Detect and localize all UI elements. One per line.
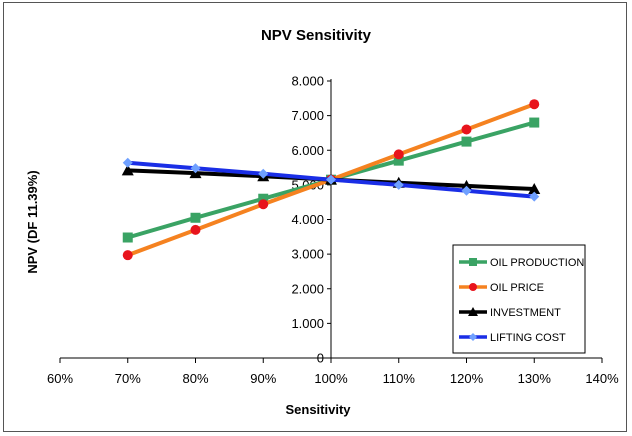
data-point-investment (460, 179, 473, 191)
x-tick-label: 100% (314, 371, 348, 386)
data-point-oil-production (461, 136, 472, 147)
x-tick-label: 60% (47, 371, 73, 386)
y-tick-label: 1.000 (291, 316, 324, 331)
data-point-oil-price (461, 124, 472, 135)
x-tick-label: 80% (182, 371, 208, 386)
chart-title: NPV Sensitivity (261, 27, 372, 44)
y-tick-label: 8.000 (291, 74, 324, 89)
legend-marker-oil-price (469, 283, 477, 291)
y-tick-label: 2.000 (291, 281, 324, 296)
data-point-lifting-cost (529, 191, 540, 202)
x-tick-label: 120% (450, 371, 484, 386)
legend-label-oil-production: OIL PRODUCTION (490, 257, 584, 269)
data-point-lifting-cost (326, 174, 336, 185)
y-tick-label: 4.000 (291, 212, 324, 227)
legend-label-oil-price: OIL PRICE (490, 282, 544, 294)
legend-marker-lifting-cost (469, 333, 477, 341)
x-tick-label: 70% (115, 371, 141, 386)
data-point-oil-price (190, 224, 201, 235)
x-tick-label: 140% (585, 371, 619, 386)
y-tick-label: 0 (317, 351, 324, 366)
data-point-oil-production (258, 193, 269, 204)
legend: OIL PRODUCTION OIL PRICE INVESTMENT LIFTING… (452, 244, 586, 354)
legend-label-lifting-cost: LIFTING COST (490, 332, 566, 344)
x-tick-label: 90% (250, 371, 276, 386)
data-point-oil-price (258, 199, 269, 210)
y-tick-label: 6.000 (291, 143, 324, 158)
data-point-oil-price (529, 99, 540, 110)
legend-label-investment: INVESTMENT (490, 307, 561, 319)
y-axis-label: NPV (DF 11.39%) (25, 170, 40, 273)
data-point-lifting-cost (393, 179, 404, 190)
data-point-oil-production (393, 155, 404, 166)
data-point-lifting-cost (190, 163, 201, 174)
plot-area: 60% 70% 80% 90% 100% 110% 120% 130% 140% 0 1.000 2.… (47, 74, 619, 387)
data-point-oil-price (393, 149, 404, 160)
data-point-oil-production (190, 212, 201, 223)
data-point-lifting-cost (461, 185, 472, 196)
x-axis-label: Sensitivity (285, 402, 351, 417)
data-point-oil-production (122, 232, 133, 243)
data-point-oil-production (529, 117, 540, 128)
y-tick-label: 7.000 (291, 108, 324, 123)
data-point-investment (121, 164, 134, 176)
data-point-lifting-cost (122, 157, 133, 168)
data-point-investment (528, 183, 541, 195)
data-point-lifting-cost (258, 168, 269, 179)
data-point-oil-price (122, 250, 133, 261)
chart-frame (3, 2, 627, 432)
legend-marker-oil-production (469, 258, 477, 266)
legend-marker-investment (468, 307, 478, 316)
x-tick-label: 110% (383, 371, 416, 386)
y-tick-label: 3.000 (291, 247, 324, 262)
x-tick-label: 130% (518, 371, 552, 386)
